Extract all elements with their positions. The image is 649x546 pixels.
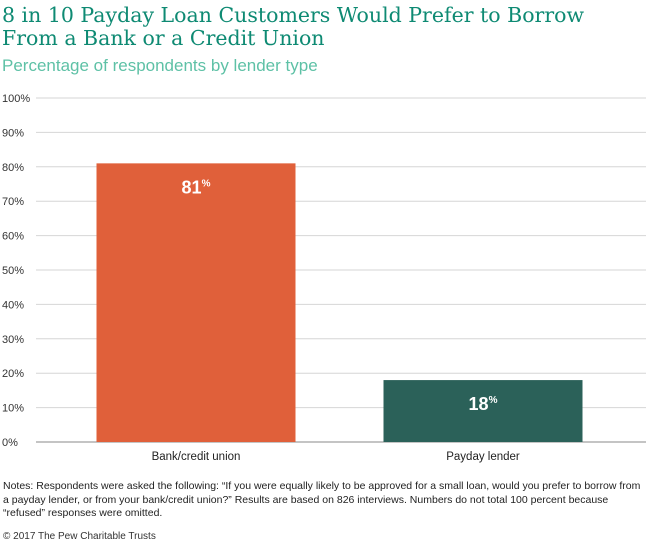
x-tick-label: Payday lender (446, 451, 520, 463)
chart-subtitle: Percentage of respondents by lender type (2, 56, 318, 75)
bar (383, 380, 583, 442)
chart-notes: Notes: Respondents were asked the follow… (3, 480, 641, 519)
y-tick-label: 90% (2, 127, 24, 139)
data-label-unit: % (202, 178, 211, 189)
y-tick-label: 80% (2, 162, 24, 174)
x-tick-label: Bank/credit union (152, 451, 241, 463)
bar (96, 163, 296, 443)
y-tick-label: 20% (2, 368, 24, 380)
y-tick-label: 70% (2, 196, 24, 208)
y-tick-label: 40% (2, 299, 24, 311)
y-tick-label: 30% (2, 334, 24, 346)
y-tick-label: 50% (2, 265, 24, 277)
copyright-text: © 2017 The Pew Charitable Trusts (3, 531, 156, 542)
y-tick-label: 0% (2, 437, 18, 449)
chart-title: 8 in 10 Payday Loan Customers Would Pref… (2, 3, 585, 50)
bar-chart: 0%10%20%30%40%50%60%70%80%90%100%81%Bank… (2, 93, 646, 463)
y-tick-label: 60% (2, 231, 24, 243)
y-tick-label: 100% (2, 93, 30, 105)
y-tick-label: 10% (2, 403, 24, 415)
data-label-unit: % (489, 395, 498, 406)
